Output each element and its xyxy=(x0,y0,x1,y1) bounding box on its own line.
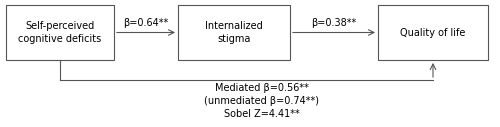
Bar xyxy=(378,5,488,60)
Text: Quality of life: Quality of life xyxy=(400,28,466,37)
Text: Internalized
stigma: Internalized stigma xyxy=(205,21,263,44)
Bar xyxy=(6,5,114,60)
Text: Mediated β=0.56**
(unmediated β=0.74**)
Sobel Z=4.41**: Mediated β=0.56** (unmediated β=0.74**) … xyxy=(204,83,319,119)
Text: β=0.38**: β=0.38** xyxy=(312,18,356,28)
Bar xyxy=(178,5,290,60)
Text: Self-perceived
cognitive deficits: Self-perceived cognitive deficits xyxy=(18,21,102,44)
Text: β=0.64**: β=0.64** xyxy=(124,18,168,28)
